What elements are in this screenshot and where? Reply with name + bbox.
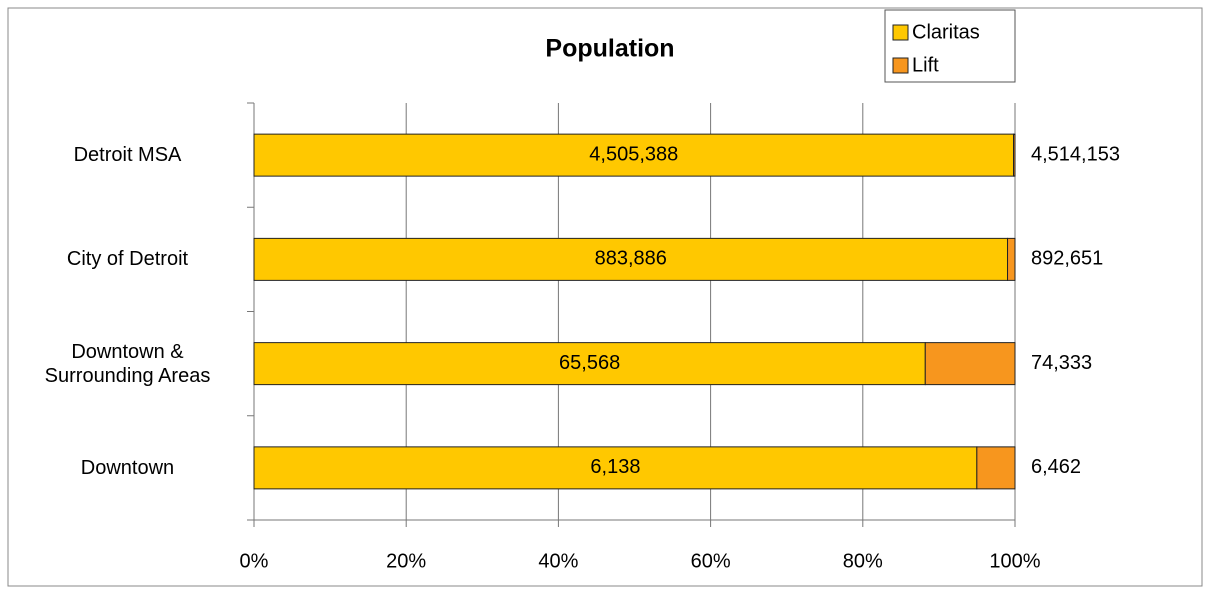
legend-swatch [892,24,909,41]
total-label: 4,514,153 [1031,143,1120,165]
legend-swatch [892,57,909,74]
bar-segment [253,446,978,490]
total-label: 892,651 [1031,248,1103,270]
x-tick-label: 40% [538,550,578,572]
y-tick-label: Downtown & Surrounding Areas [44,340,211,387]
legend-label: Lift [912,54,939,76]
x-tick-label: 100% [989,550,1040,572]
total-label: 74,333 [1031,352,1092,374]
bar-segment [253,237,1009,281]
bar-segment [253,342,926,386]
data-label: 6,138 [590,456,640,478]
bar-segment [253,133,1015,177]
data-label: 883,886 [595,248,667,270]
y-tick-label: City of Detroit [66,248,189,271]
total-label: 6,462 [1031,456,1081,478]
data-label: 65,568 [559,352,620,374]
bar-segment [1007,237,1016,281]
y-tick-label: Downtown [80,456,175,479]
x-tick-label: 80% [843,550,883,572]
y-tick-label: Detroit MSA [73,144,182,167]
data-label: 4,505,388 [589,143,678,165]
chart-title: Population [545,35,674,63]
bar-segment [1013,133,1016,177]
x-tick-label: 20% [386,550,426,572]
chart-frame [7,7,1203,587]
bar-segment [976,446,1016,490]
legend-label: Claritas [912,21,980,43]
x-tick-label: 0% [240,550,269,572]
x-tick-label: 60% [691,550,731,572]
bar-segment [924,342,1016,386]
